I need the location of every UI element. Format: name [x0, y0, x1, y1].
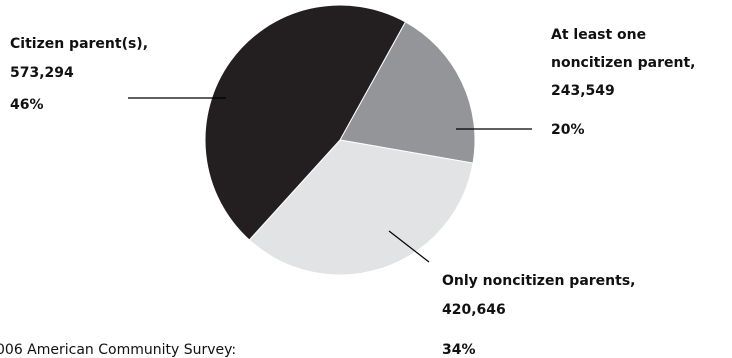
slice-percent-citizen: 46% — [10, 97, 44, 113]
slice-percent-one-noncitizen: 20% — [551, 122, 585, 138]
slice-label-citizen-line-1: Citizen parent(s), — [10, 36, 148, 52]
pie-slices — [205, 5, 475, 275]
slice-percent-only-noncitizen: 34% — [442, 342, 476, 358]
source-note: 006 American Community Survey: — [0, 342, 236, 358]
slice-label-one-noncitizen-line-2: noncitizen parent, — [551, 55, 695, 71]
slice-label-only-noncitizen-line-2: 420,646 — [442, 302, 506, 318]
slice-label-only-noncitizen-line-1: Only noncitizen parents, — [442, 273, 635, 289]
slice-label-citizen-line-2: 573,294 — [10, 65, 74, 81]
slice-label-one-noncitizen-line-1: At least one — [551, 27, 646, 43]
slice-label-one-noncitizen-line-3: 243,549 — [551, 83, 615, 99]
